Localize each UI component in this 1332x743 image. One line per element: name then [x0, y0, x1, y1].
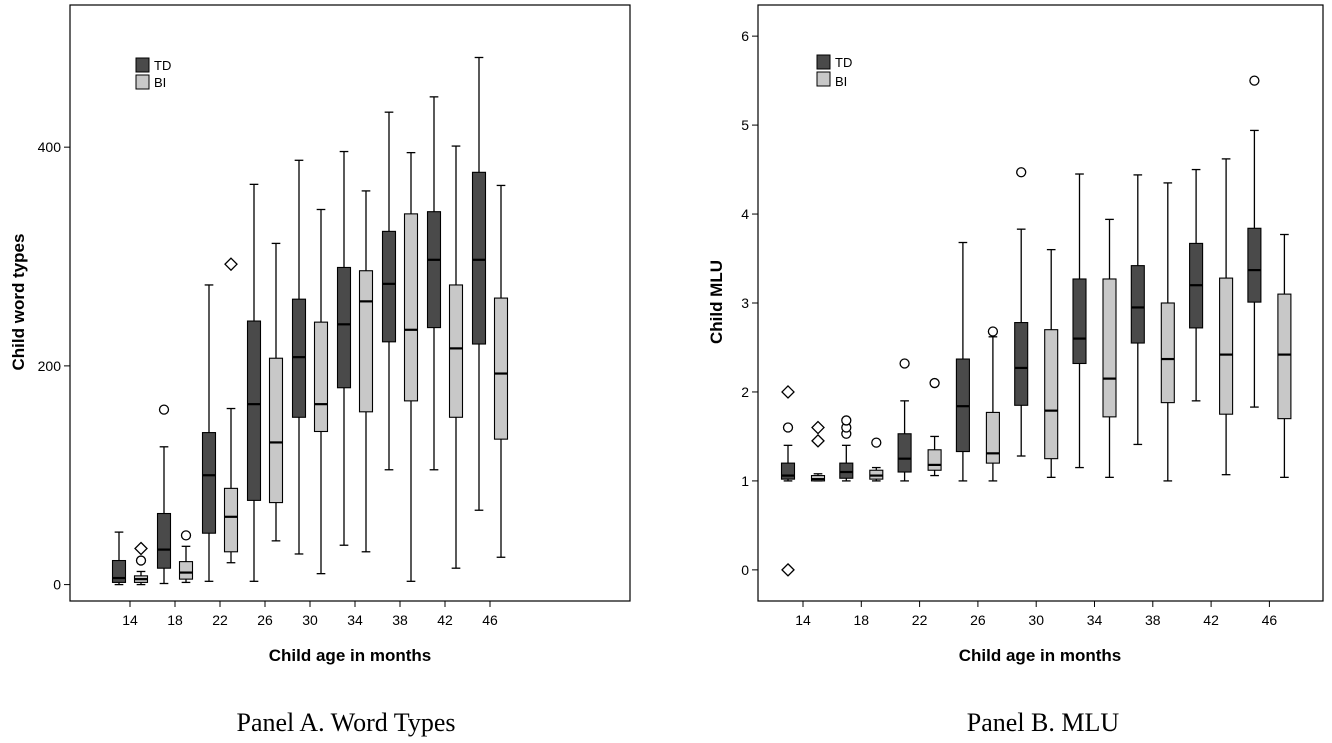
panel-a-bi-26-box: [268, 357, 284, 504]
panel-b-x-tick-label-46: 46: [1262, 612, 1278, 628]
panel-a-bi-34-box: [358, 270, 374, 413]
panel-a-x-axis-title: Child age in months: [269, 646, 431, 665]
panel-a-y-tick-label-400: 400: [38, 139, 62, 155]
panel-b-x-tick-label-30: 30: [1028, 612, 1044, 628]
panel-b-bi-22-box: [927, 449, 942, 471]
panel-a-td-34-box: [336, 266, 352, 389]
panel-b-caption: Panel B. MLU: [967, 708, 1120, 737]
panel-b-td-18-box: [839, 462, 854, 479]
panel-a-bi-22-outlier-0: [224, 257, 238, 272]
panel-b-bi-14-outlier-0: [811, 433, 825, 448]
panel-b-bi-18-outlier-0: [871, 437, 882, 448]
panel-b-td-22-box: [897, 433, 912, 473]
panel-b-y-tick-label-5: 5: [741, 117, 749, 133]
panel-b-y-tick-label-1: 1: [741, 473, 749, 489]
panel-b-td-46-outlier-0: [1249, 75, 1260, 86]
panel-b-y-tick-label-6: 6: [741, 28, 749, 44]
panel-a-x-tick-label-22: 22: [212, 612, 228, 628]
panel-b-bi-46-box: [1277, 293, 1292, 420]
panel-a-bi-30-box: [313, 321, 329, 433]
panel-a-y-tick-label-0: 0: [53, 577, 61, 593]
panel-b-bi-38-box: [1160, 302, 1175, 404]
panel-a-legend-bi-label: BI: [154, 75, 166, 90]
panel-a-x-tick-label-38: 38: [392, 612, 408, 628]
panel-a-td-46-box: [471, 171, 487, 345]
panel-b-td-14-outlier-0: [782, 422, 794, 433]
panel-b-bi-30-box: [1044, 329, 1059, 460]
panel-b-legend-td-label: TD: [835, 55, 852, 70]
panel-b-x-tick-label-34: 34: [1087, 612, 1103, 628]
panel-b-td-38-box: [1130, 265, 1145, 344]
panel-a-legend-td-label: TD: [154, 58, 171, 73]
panel-b-y-tick-label-0: 0: [741, 562, 749, 578]
panel-b-x-tick-label-22: 22: [912, 612, 928, 628]
panel-b-x-tick-label-38: 38: [1145, 612, 1161, 628]
panel-a-bi-18-outlier-0: [180, 530, 192, 541]
panel-b-y-tick-label-3: 3: [741, 295, 749, 311]
panel-a-caption: Panel A. Word Types: [236, 708, 455, 737]
panel-b-plot-frame: [757, 4, 1324, 602]
panel-b-x-tick-label-18: 18: [854, 612, 870, 628]
panel-b-y-axis-title: Child MLU: [707, 260, 726, 344]
panel-a-bi-14-outlier-1: [134, 541, 148, 556]
panel-b-bi-22-outlier-0: [929, 377, 940, 389]
panel-a-td-42-box: [426, 211, 442, 329]
panel-b-td-34-box: [1072, 278, 1087, 365]
panel-b-x-axis-title: Child age in months: [959, 646, 1121, 665]
panel-a-x-tick-label-14: 14: [122, 612, 138, 628]
panel-b-legend-bi-label: BI: [835, 74, 847, 89]
panel-a-td-18-box: [156, 512, 172, 569]
panel-a-x-tick-label-34: 34: [347, 612, 363, 628]
panel-b-bi-26-outlier-0: [987, 326, 999, 337]
panel-a-x-tick-label-30: 30: [302, 612, 318, 628]
panel-b-x-tick-label-14: 14: [795, 612, 811, 628]
panel-a-bi-38-box: [403, 213, 419, 402]
panel-b-legend-bi-swatch: [816, 71, 831, 87]
panel-b-td-46-box: [1247, 227, 1262, 303]
panel-b-x-tick-label-42: 42: [1203, 612, 1219, 628]
panel-b-bi-26-box: [985, 411, 1000, 464]
panel-b-x-tick-label-26: 26: [970, 612, 986, 628]
panel-a-legend-td-swatch: [135, 57, 150, 73]
panel-b-td-18-outlier-2: [841, 415, 852, 426]
panel-b-td-30-box: [1014, 322, 1029, 406]
panel-b-legend-td-swatch: [816, 54, 831, 70]
panel-b-y-tick-label-4: 4: [741, 206, 749, 222]
panel-a-td-26-box: [246, 320, 262, 501]
panel-a-td-18-outlier-0: [158, 404, 170, 415]
panel-a-bi-46-box: [493, 297, 509, 440]
panel-b-y-tick-label-2: 2: [741, 384, 749, 400]
panel-b-bi-14-outlier-1: [811, 420, 825, 435]
panel-a-y-axis-title: Child word types: [9, 234, 28, 371]
panel-a-bi-14-outlier-0: [135, 555, 147, 566]
panel-a-x-tick-label-42: 42: [437, 612, 453, 628]
panel-a-bi-22-box: [223, 487, 239, 553]
panel-a-x-tick-label-26: 26: [257, 612, 273, 628]
panel-b-td-22-outlier-0: [899, 358, 910, 369]
panel-b-bi-42-box: [1219, 277, 1234, 415]
panel-b-td-14-box: [780, 462, 796, 480]
panel-a-bi-18-box: [178, 561, 194, 580]
panel-b-bi-34-box: [1102, 278, 1117, 418]
panel-a-x-tick-label-18: 18: [167, 612, 183, 628]
panel-a-legend-bi-swatch: [135, 74, 150, 90]
panel-a-td-22-box: [201, 432, 217, 534]
panel-a-y-tick-label-200: 200: [38, 358, 62, 374]
panel-a-td-38-box: [381, 230, 397, 343]
panel-a-bi-42-box: [448, 284, 464, 418]
panel-b-td-14-outlier-1: [781, 385, 795, 399]
panel-a-x-tick-label-46: 46: [482, 612, 498, 628]
panel-a-plot-frame: [69, 4, 631, 602]
panel-b-td-30-outlier-0: [1016, 167, 1027, 178]
panel-b-td-14-outlier-2: [781, 562, 795, 577]
